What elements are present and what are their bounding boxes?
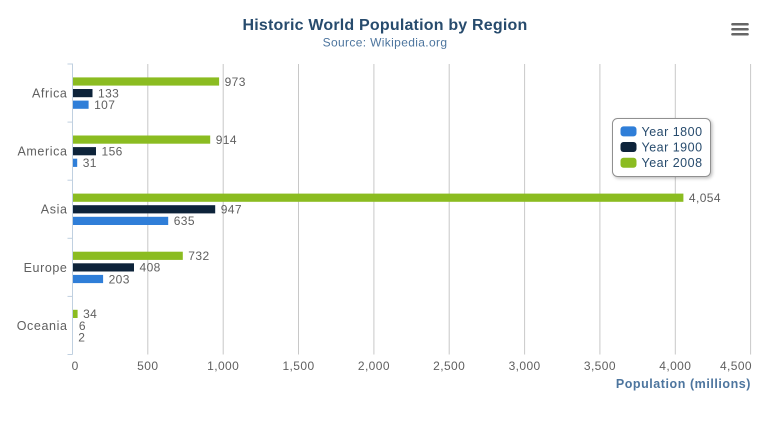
svg-text:Year 1900: Year 1900	[642, 140, 703, 154]
svg-text:973: 973	[225, 75, 246, 89]
svg-text:0: 0	[72, 359, 79, 373]
svg-text:Africa: Africa	[32, 87, 68, 101]
svg-text:4,054: 4,054	[689, 191, 721, 205]
svg-text:1,500: 1,500	[282, 359, 314, 373]
svg-text:3,500: 3,500	[584, 359, 616, 373]
svg-text:203: 203	[109, 272, 130, 286]
svg-text:2,000: 2,000	[358, 359, 390, 373]
svg-text:2,500: 2,500	[433, 359, 465, 373]
svg-text:107: 107	[94, 98, 115, 112]
svg-text:Population (millions): Population (millions)	[616, 377, 751, 391]
svg-text:Year 2008: Year 2008	[642, 156, 703, 170]
svg-text:1,000: 1,000	[207, 359, 239, 373]
svg-text:4,000: 4,000	[659, 359, 691, 373]
svg-text:500: 500	[137, 359, 158, 373]
svg-text:Historic World Population by R: Historic World Population by Region	[243, 17, 528, 34]
svg-text:31: 31	[83, 156, 97, 170]
svg-text:732: 732	[188, 249, 209, 263]
svg-text:Europe: Europe	[24, 261, 68, 275]
svg-text:408: 408	[140, 261, 161, 275]
svg-text:Asia: Asia	[41, 203, 68, 217]
svg-text:914: 914	[216, 133, 237, 147]
svg-text:Oceania: Oceania	[17, 319, 68, 333]
svg-text:America: America	[17, 145, 67, 159]
svg-text:133: 133	[98, 86, 119, 100]
svg-text:947: 947	[221, 203, 242, 217]
svg-text:156: 156	[102, 145, 123, 159]
svg-text:3,000: 3,000	[509, 359, 541, 373]
svg-text:34: 34	[83, 307, 97, 321]
svg-text:6: 6	[79, 319, 86, 333]
svg-text:Source: Wikipedia.org: Source: Wikipedia.org	[323, 36, 448, 50]
svg-text:635: 635	[174, 214, 195, 228]
svg-text:2: 2	[78, 330, 85, 344]
svg-text:Year 1800: Year 1800	[642, 125, 703, 139]
svg-text:4,500: 4,500	[720, 359, 752, 373]
